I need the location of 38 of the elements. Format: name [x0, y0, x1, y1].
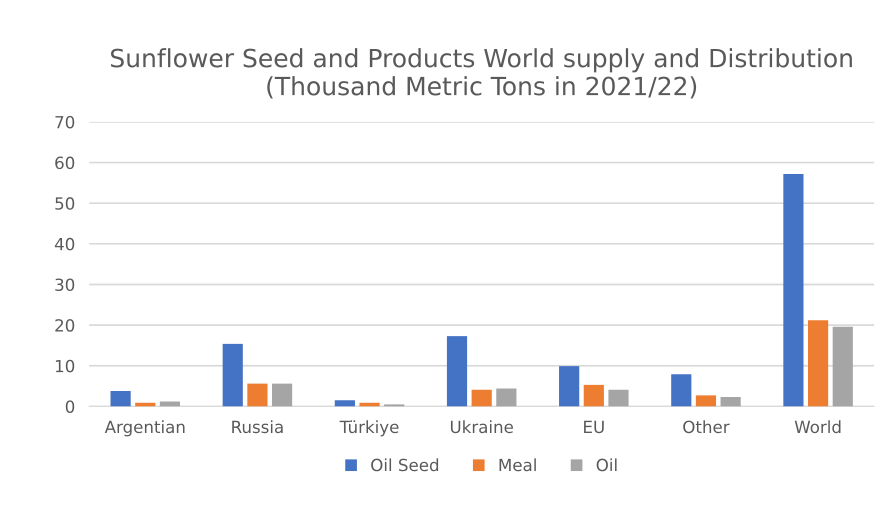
bar [160, 402, 180, 406]
bar [559, 366, 580, 406]
bar [446, 336, 468, 406]
bar [272, 384, 292, 406]
y-tick-label: 60 [55, 156, 74, 170]
x-tick-label: Other [683, 420, 730, 434]
bar [472, 390, 492, 406]
y-tick-label: 50 [55, 197, 74, 210]
chart-title: Sunflower Seed and Products World supply and Distribution (Thousand Metric Tons in 2021/22) [110, 48, 852, 98]
legend-label: Oil Seed [371, 458, 438, 472]
x-tick-label: Ukraine [450, 420, 513, 434]
bar [608, 390, 629, 406]
bar [696, 395, 716, 406]
bar [720, 397, 741, 406]
y-tick-label: 20 [55, 319, 74, 332]
bar [135, 402, 156, 406]
y-tick-label: 70 [55, 116, 74, 128]
legend-label: Oil [596, 458, 617, 472]
bar [110, 390, 131, 406]
x-tick-label: EU [584, 420, 604, 434]
bar [496, 388, 516, 406]
y-tick-label: 30 [55, 278, 74, 292]
bar [359, 402, 380, 406]
bar [247, 384, 268, 406]
x-tick-label: Russia [232, 420, 283, 434]
bar [584, 384, 604, 406]
y-tick-label: 40 [54, 238, 74, 250]
x-tick-label: World [794, 420, 840, 434]
bar [808, 320, 828, 406]
bar [832, 326, 853, 406]
x-tick-label: Argentian [104, 420, 185, 436]
x-tick-label: Türkiye [340, 420, 399, 436]
y-tick-label: 0 [66, 400, 74, 413]
bar [783, 174, 804, 406]
bar [222, 344, 243, 406]
bar [671, 374, 692, 406]
y-tick-label: 10 [56, 360, 74, 372]
legend-label: Meal [500, 458, 536, 472]
